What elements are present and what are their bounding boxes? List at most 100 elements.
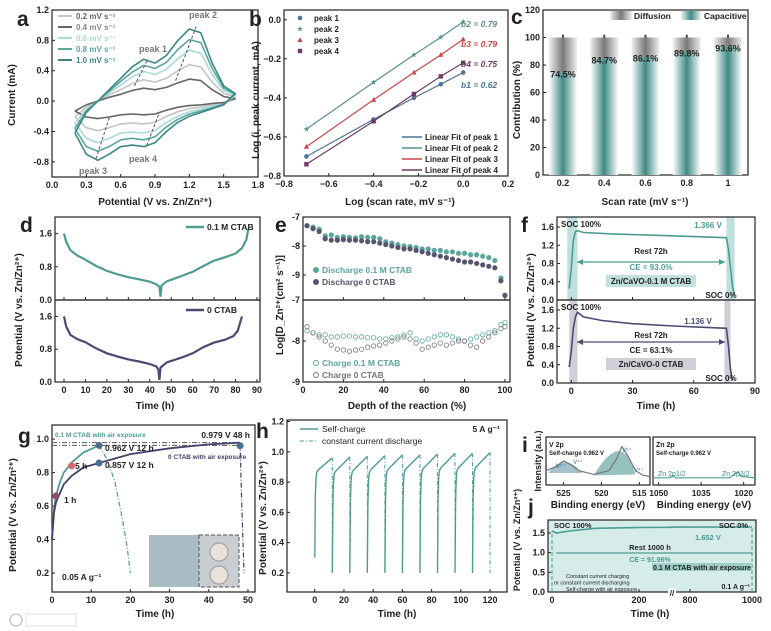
- data-point: [492, 328, 498, 334]
- y-tick-label: 0.8: [39, 262, 52, 272]
- y-tick-label: 0.2: [36, 568, 49, 578]
- data-point: [340, 333, 346, 339]
- peak-trace: [95, 117, 110, 161]
- x-tick-label: 30: [628, 386, 638, 396]
- data-point: [492, 330, 498, 336]
- y-tick-label: 0.0: [39, 377, 52, 387]
- voltage-curve: [568, 311, 734, 381]
- self-charge-curve: [454, 452, 473, 573]
- annotation: 1.652 V: [695, 533, 721, 542]
- x-tick-label: 120: [483, 595, 498, 605]
- data-point: [431, 342, 437, 348]
- x-tick-label: 50: [166, 385, 176, 395]
- y-axis-title: Potential (V vs. Zn/Zn²⁺): [14, 253, 25, 367]
- data-point: [425, 250, 431, 256]
- capacitive-bar: [590, 58, 619, 175]
- y-tick-label: 0.0: [36, 96, 49, 106]
- data-point: [474, 344, 480, 350]
- watermark-logo: [9, 613, 23, 627]
- data-point: [449, 256, 456, 262]
- spectrum-title: Zn 2p: [656, 442, 675, 449]
- y-tick-label: 80: [530, 60, 540, 70]
- x-tick-label: 1.5: [217, 180, 230, 190]
- valence-label: V⁴⁺: [573, 459, 583, 466]
- data-point: [455, 250, 462, 256]
- y-tick-label: 0: [535, 170, 540, 180]
- y-axis-title: Log (i, peak current, mA): [251, 41, 262, 159]
- y-tick-label: 1.6: [541, 305, 554, 315]
- diffusion-bar: [549, 37, 578, 73]
- x-tick-label: 1.8: [252, 180, 265, 190]
- cv-curve: [74, 28, 236, 162]
- x-tick-label: 0.6: [114, 180, 127, 190]
- y-tick-label: 100: [525, 33, 540, 43]
- data-point: [371, 343, 377, 349]
- x-tick-label: 80: [231, 385, 241, 395]
- x-tick-label: 20: [125, 595, 135, 605]
- data-point: [468, 342, 474, 348]
- annotation: SOC 100%: [561, 220, 601, 229]
- data-point: [401, 334, 407, 340]
- data-point: [425, 246, 431, 252]
- arrow-head: [719, 259, 725, 265]
- data-point: [461, 250, 468, 256]
- x-tick-label: 1: [725, 178, 730, 188]
- data-point: [443, 332, 449, 338]
- fit-legend-label: Linear Fit of peak 3: [425, 155, 498, 164]
- current-density-label: 0.05 A g⁻¹: [62, 572, 101, 582]
- data-marker: [236, 442, 244, 450]
- data-point-square: [461, 60, 466, 65]
- data-point: [437, 253, 443, 259]
- data-point: [492, 257, 498, 264]
- data-point: [486, 334, 492, 340]
- legend-swatch: [680, 11, 702, 20]
- data-point: [365, 335, 371, 341]
- plot-frame: [302, 216, 511, 301]
- x-tick-label: −0.4: [365, 179, 383, 189]
- data-point: [437, 247, 443, 253]
- data-point: [419, 346, 425, 352]
- annotation: 1.136 V: [684, 317, 712, 326]
- y-axis-title: Current (mA): [7, 64, 18, 126]
- x-tick-label: 30: [165, 595, 175, 605]
- marker-label: 0.857 V 12 h: [105, 460, 154, 470]
- annotation: SOC 0%: [719, 521, 749, 530]
- discharge-curve: [62, 316, 244, 381]
- data-marker: [95, 441, 103, 449]
- x-tick-label: 10: [80, 385, 90, 395]
- y-tick-label: 0.8: [541, 259, 554, 269]
- fit-legend-label: Linear Fit of peak 4: [425, 166, 498, 175]
- x-tick-label: 30: [123, 385, 133, 395]
- data-point: [474, 252, 480, 258]
- x-axis-title: Binding energy (eV): [551, 500, 645, 511]
- x-tick-label: 40: [379, 385, 389, 395]
- diffusion-bar: [672, 37, 701, 52]
- plot-frame: [652, 436, 756, 486]
- data-marker: [52, 492, 60, 500]
- data-point: [322, 338, 328, 344]
- y-tick-label: 1.2: [541, 323, 554, 333]
- data-marker: [68, 462, 76, 470]
- discharge-curve: [62, 228, 250, 297]
- x-tick-label: 0: [569, 386, 574, 396]
- legend-label: Self-charge with air exposure: [566, 587, 637, 593]
- y-tick-label: 0.0: [541, 378, 554, 388]
- data-point: [474, 334, 480, 340]
- data-point: [383, 340, 389, 346]
- data-point-triangle: [438, 52, 444, 57]
- legend-label: 0.4 mV s⁻¹: [76, 23, 116, 32]
- y-tick-label: 0.5: [532, 567, 545, 577]
- plot-background: [548, 520, 756, 592]
- data-point: [358, 346, 365, 352]
- diffusion-bar: [631, 37, 660, 57]
- legend-label: 0.1 M CTAB: [207, 222, 254, 232]
- data-point: [334, 237, 340, 243]
- data-point-star: [460, 18, 467, 25]
- data-point: [395, 336, 401, 342]
- legend-marker: [313, 267, 319, 273]
- annotation: CE = 93.0%: [630, 263, 673, 272]
- data-point: [413, 340, 419, 346]
- data-point: [455, 338, 462, 344]
- y-axis-title: Potential (V vs. Zn/Zn²⁺): [526, 253, 537, 367]
- data-point-circle: [304, 154, 309, 159]
